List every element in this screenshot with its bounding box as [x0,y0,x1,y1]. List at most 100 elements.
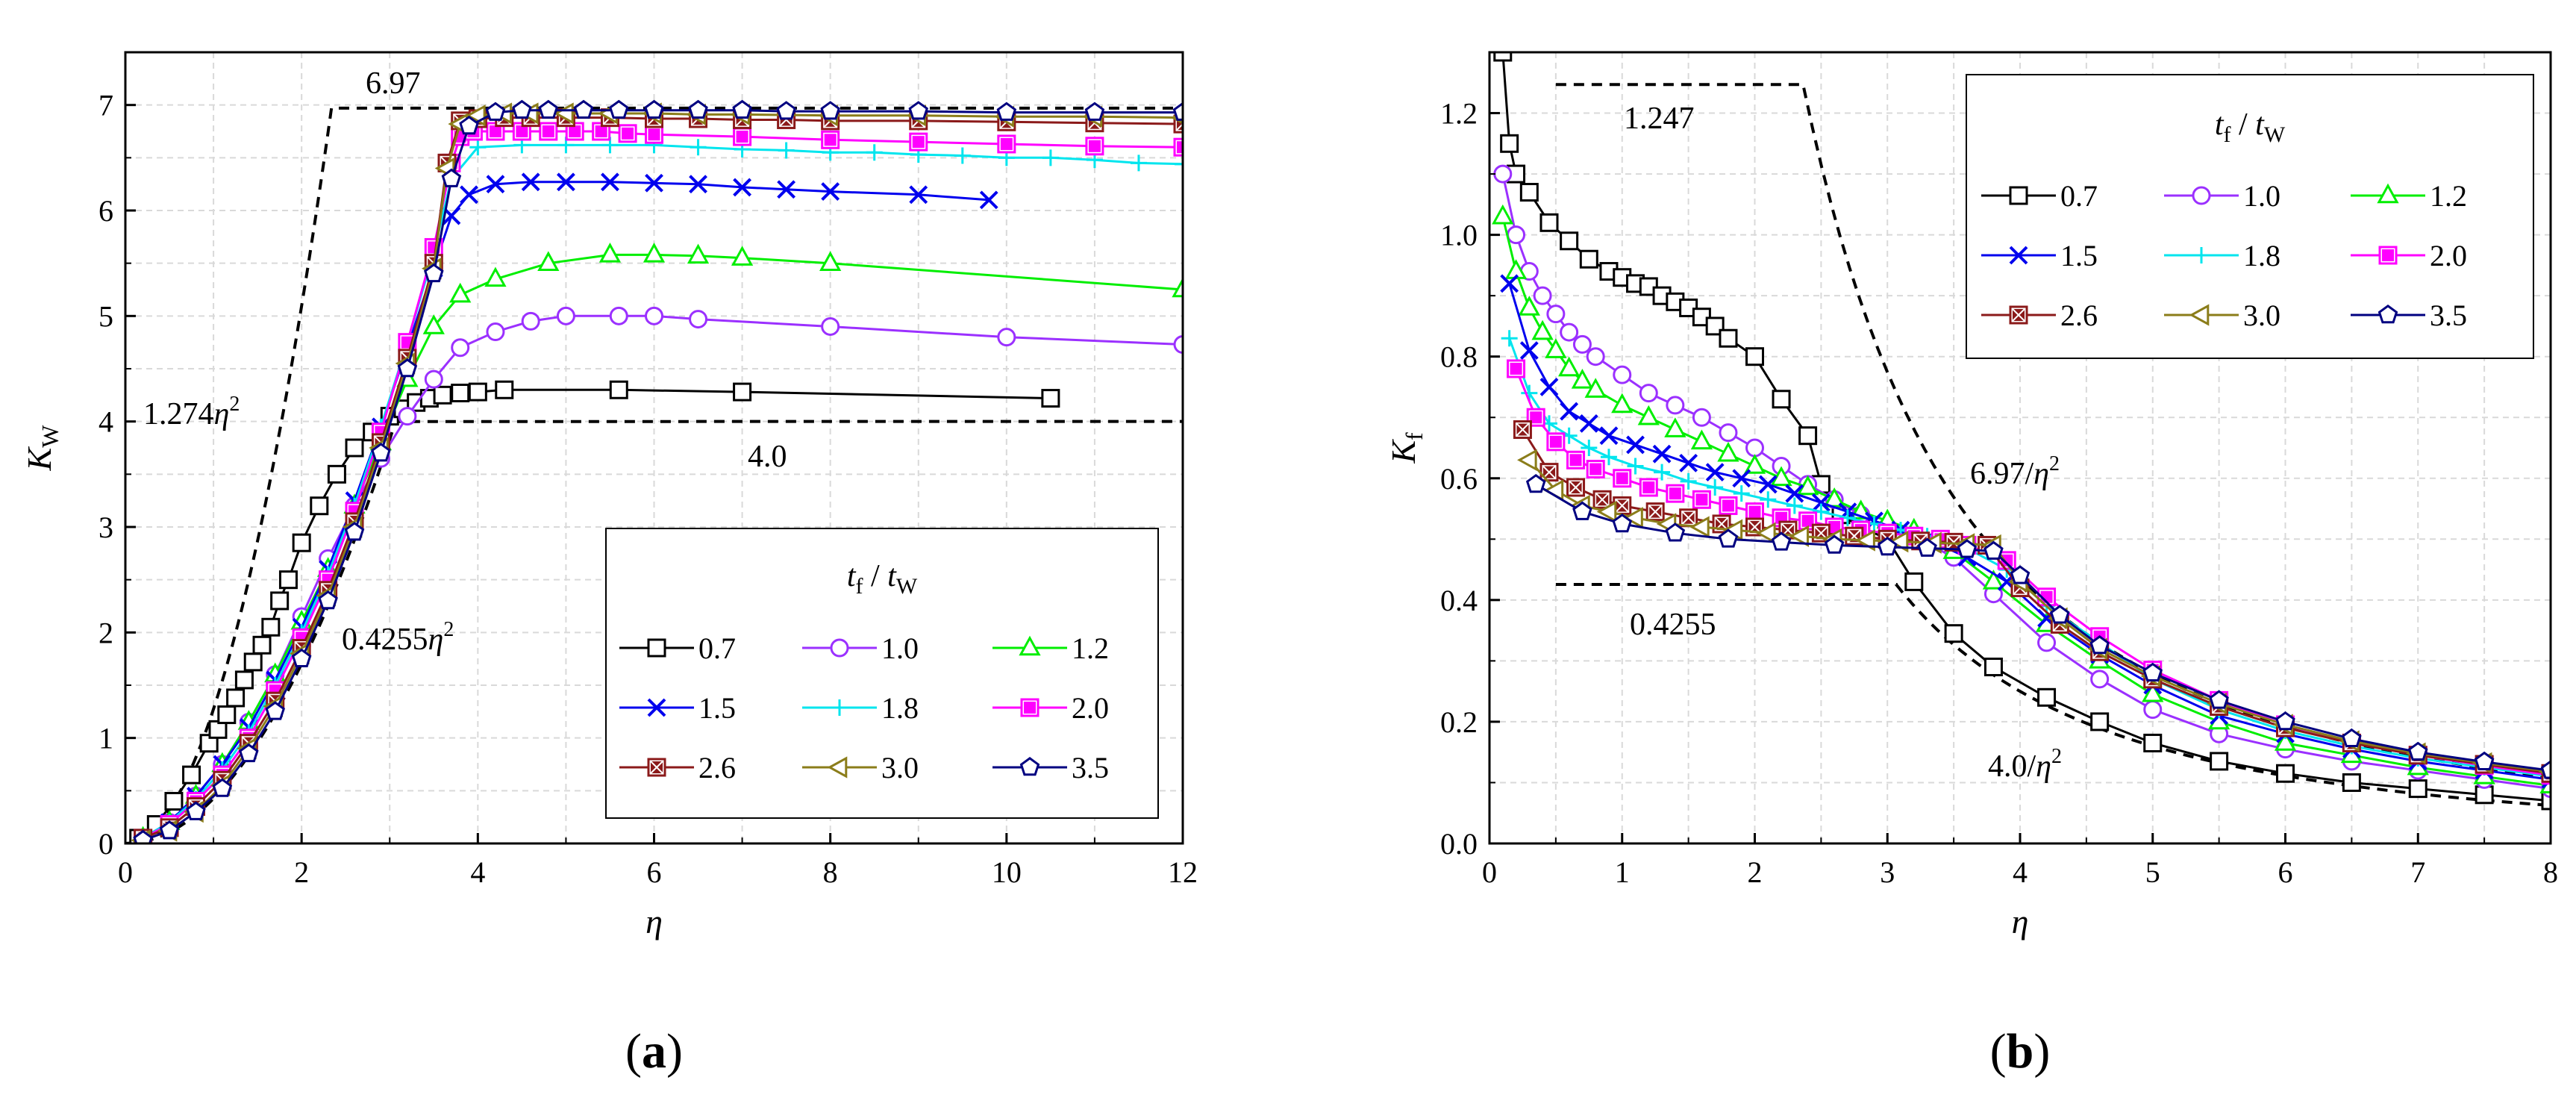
marker-square [1798,426,1818,446]
data-point [459,115,479,135]
data-point [1084,102,1105,121]
data-point [1639,384,1658,403]
data-point [2342,728,2362,748]
data-point [397,358,418,378]
data-point [1581,440,1598,456]
data-point [979,190,998,210]
legend-entry-1.2: 1.2 [2351,179,2467,213]
data-point [1507,225,1526,245]
data-point [554,102,574,125]
y-tick-label: 4 [99,405,113,439]
data-point [398,407,417,426]
data-point [133,829,153,843]
marker-square [2210,752,2229,771]
data-point [644,99,664,119]
data-point [422,314,445,334]
data-point [1612,513,1633,533]
legend: tf / tW0.7 1.0 1.21.5 1.8 2.02.6 3.0 3.5 [605,528,1159,819]
ref-label-num: 1.274 [143,397,214,431]
marker-fill [1000,137,1013,150]
marker-x [1515,422,1531,437]
y-tick-label: 0.8 [1440,340,1478,374]
data-point [1560,322,1579,342]
data-point [2342,773,2361,792]
marker-square [2276,764,2295,783]
data-point [1755,522,1776,544]
data-point [1666,396,1685,415]
data-point [778,142,795,159]
y-axis-title: KW [20,425,63,472]
marker-fill [1549,435,1562,448]
marker-square [164,791,184,811]
marker-square [451,384,470,403]
legend-marker [2009,246,2028,265]
data-point [1639,478,1658,497]
data-point [424,369,443,389]
x-tick-label: 5 [2145,855,2160,889]
data-point [1637,405,1660,425]
series-line [143,109,1183,842]
y-axis-title-sub: W [37,425,63,448]
marker-fill [1695,493,1708,506]
data-point [239,743,259,763]
data-point [1772,390,1791,409]
data-point [866,144,883,161]
legend-entry-2.0: 2.0 [2351,239,2467,272]
ref-label-num: 0.4255 [342,623,428,657]
data-point [495,380,514,399]
ref-label-pow: 2 [2049,452,2060,475]
data-point [1758,475,1778,494]
marker-fill [1616,472,1628,484]
data-point [1501,330,1518,347]
x-tick-label: 0 [118,855,133,889]
marker-fill [622,127,634,140]
data-point [1770,466,1792,487]
legend-marker [831,699,848,716]
marker-square [1560,231,1579,251]
marker-square [733,382,752,402]
data-point [1519,183,1539,202]
data-point [1533,286,1552,305]
marker-x [649,760,664,775]
data-point [521,172,540,192]
data-point [608,99,629,119]
data-point [1085,137,1104,156]
data-point [1689,516,1710,538]
panel-label-open: ( [625,1024,642,1079]
marker-fill [1642,481,1655,493]
marker-square [226,688,246,708]
data-point [449,282,472,303]
data-point [1627,458,1644,475]
marker-fill [1801,514,1814,527]
data-point [486,322,505,342]
marker-fill [912,136,925,149]
marker-square [2541,791,2551,811]
data-point [2541,791,2551,811]
legend-title-t: t [2255,107,2265,142]
marker-square [243,652,263,672]
ref-label-pow: 2 [2051,745,2062,768]
data-point [1500,274,1519,293]
data-point [1546,305,1566,324]
ref-label-pow: 2 [443,618,454,641]
data-point [1507,359,1526,378]
ref-label-pow: 2 [229,393,240,416]
legend-marker [647,698,666,717]
x-tick-label: 1 [1615,855,1630,889]
marker-square [2408,779,2427,799]
x-tick-label: 0 [1482,855,1497,889]
ref-label-697-over: 6.97/η2 [1970,452,2060,491]
panel-label: (a) [625,1024,683,1079]
data-point [1983,540,2004,560]
legend-title: tf / tW [2215,107,2286,147]
data-point [512,122,531,141]
data-point [484,266,507,287]
data-point [1944,624,1963,643]
data-point [997,134,1016,154]
data-point [2540,760,2551,779]
marker-square [2143,733,2163,752]
